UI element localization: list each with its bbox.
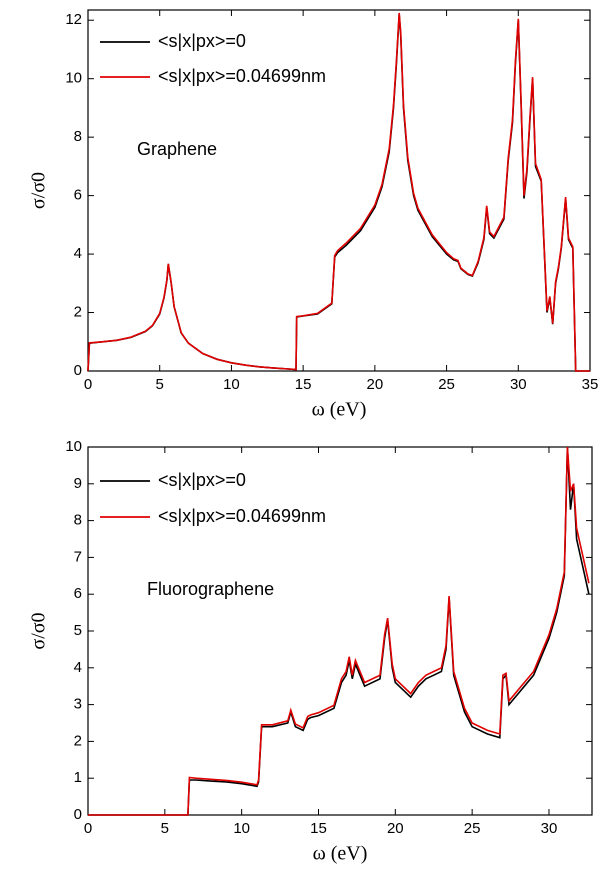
- y-tick-label: 2: [74, 304, 82, 321]
- x-tick-label: 15: [310, 820, 327, 837]
- y-tick-label: 9: [74, 475, 82, 492]
- y-tick-label: 8: [74, 512, 82, 529]
- y-tick-label: 10: [65, 70, 82, 87]
- x-tick-label: 20: [387, 820, 404, 837]
- series-line: [88, 446, 590, 816]
- y-axis-label: σ/σ0: [28, 612, 50, 649]
- legend-label: <s|x|px>=0.04699nm: [158, 506, 326, 526]
- y-tick-label: 6: [74, 187, 82, 204]
- x-tick-label: 30: [541, 820, 558, 837]
- x-tick-label: 5: [161, 820, 169, 837]
- y-tick-label: 1: [74, 769, 82, 786]
- x-tick-label: 5: [156, 376, 164, 393]
- y-tick-label: 8: [74, 128, 82, 145]
- x-tick-label: 35: [582, 376, 599, 393]
- x-tick-label: 0: [84, 376, 92, 393]
- y-tick-label: 12: [65, 11, 82, 28]
- x-tick-label: 0: [84, 820, 92, 837]
- plot-frame: [87, 446, 593, 816]
- y-tick-label: 0: [74, 806, 82, 823]
- y-tick-label: 3: [74, 696, 82, 713]
- x-tick-label: 15: [295, 376, 312, 393]
- y-tick-label: 2: [74, 732, 82, 749]
- x-tick-label: 25: [464, 820, 481, 837]
- annotation: Fluorographene: [147, 579, 274, 599]
- y-tick-label: 6: [74, 585, 82, 602]
- legend-label: <s|x|px>=0: [158, 31, 246, 51]
- y-tick-label: 4: [74, 245, 82, 262]
- x-axis-label: ω (eV): [313, 843, 368, 865]
- x-tick-label: 10: [233, 820, 250, 837]
- x-axis-label: ω (eV): [312, 399, 367, 421]
- x-tick-label: 10: [223, 376, 240, 393]
- y-tick-label: 10: [65, 438, 82, 455]
- legend-label: <s|x|px>=0.04699nm: [158, 66, 326, 86]
- y-tick-label: 4: [74, 659, 82, 676]
- x-tick-label: 30: [510, 376, 527, 393]
- series-line: [88, 446, 590, 816]
- y-tick-label: 5: [74, 622, 82, 639]
- y-tick-label: 7: [74, 548, 82, 565]
- legend-label: <s|x|px>=0: [158, 470, 246, 490]
- x-tick-label: 25: [438, 376, 455, 393]
- y-tick-label: 0: [74, 362, 82, 379]
- series-line: [87, 12, 590, 372]
- x-tick-label: 20: [367, 376, 384, 393]
- plot-frame: [87, 9, 591, 372]
- y-axis-label: σ/σ0: [28, 172, 50, 209]
- annotation: Graphene: [137, 139, 217, 159]
